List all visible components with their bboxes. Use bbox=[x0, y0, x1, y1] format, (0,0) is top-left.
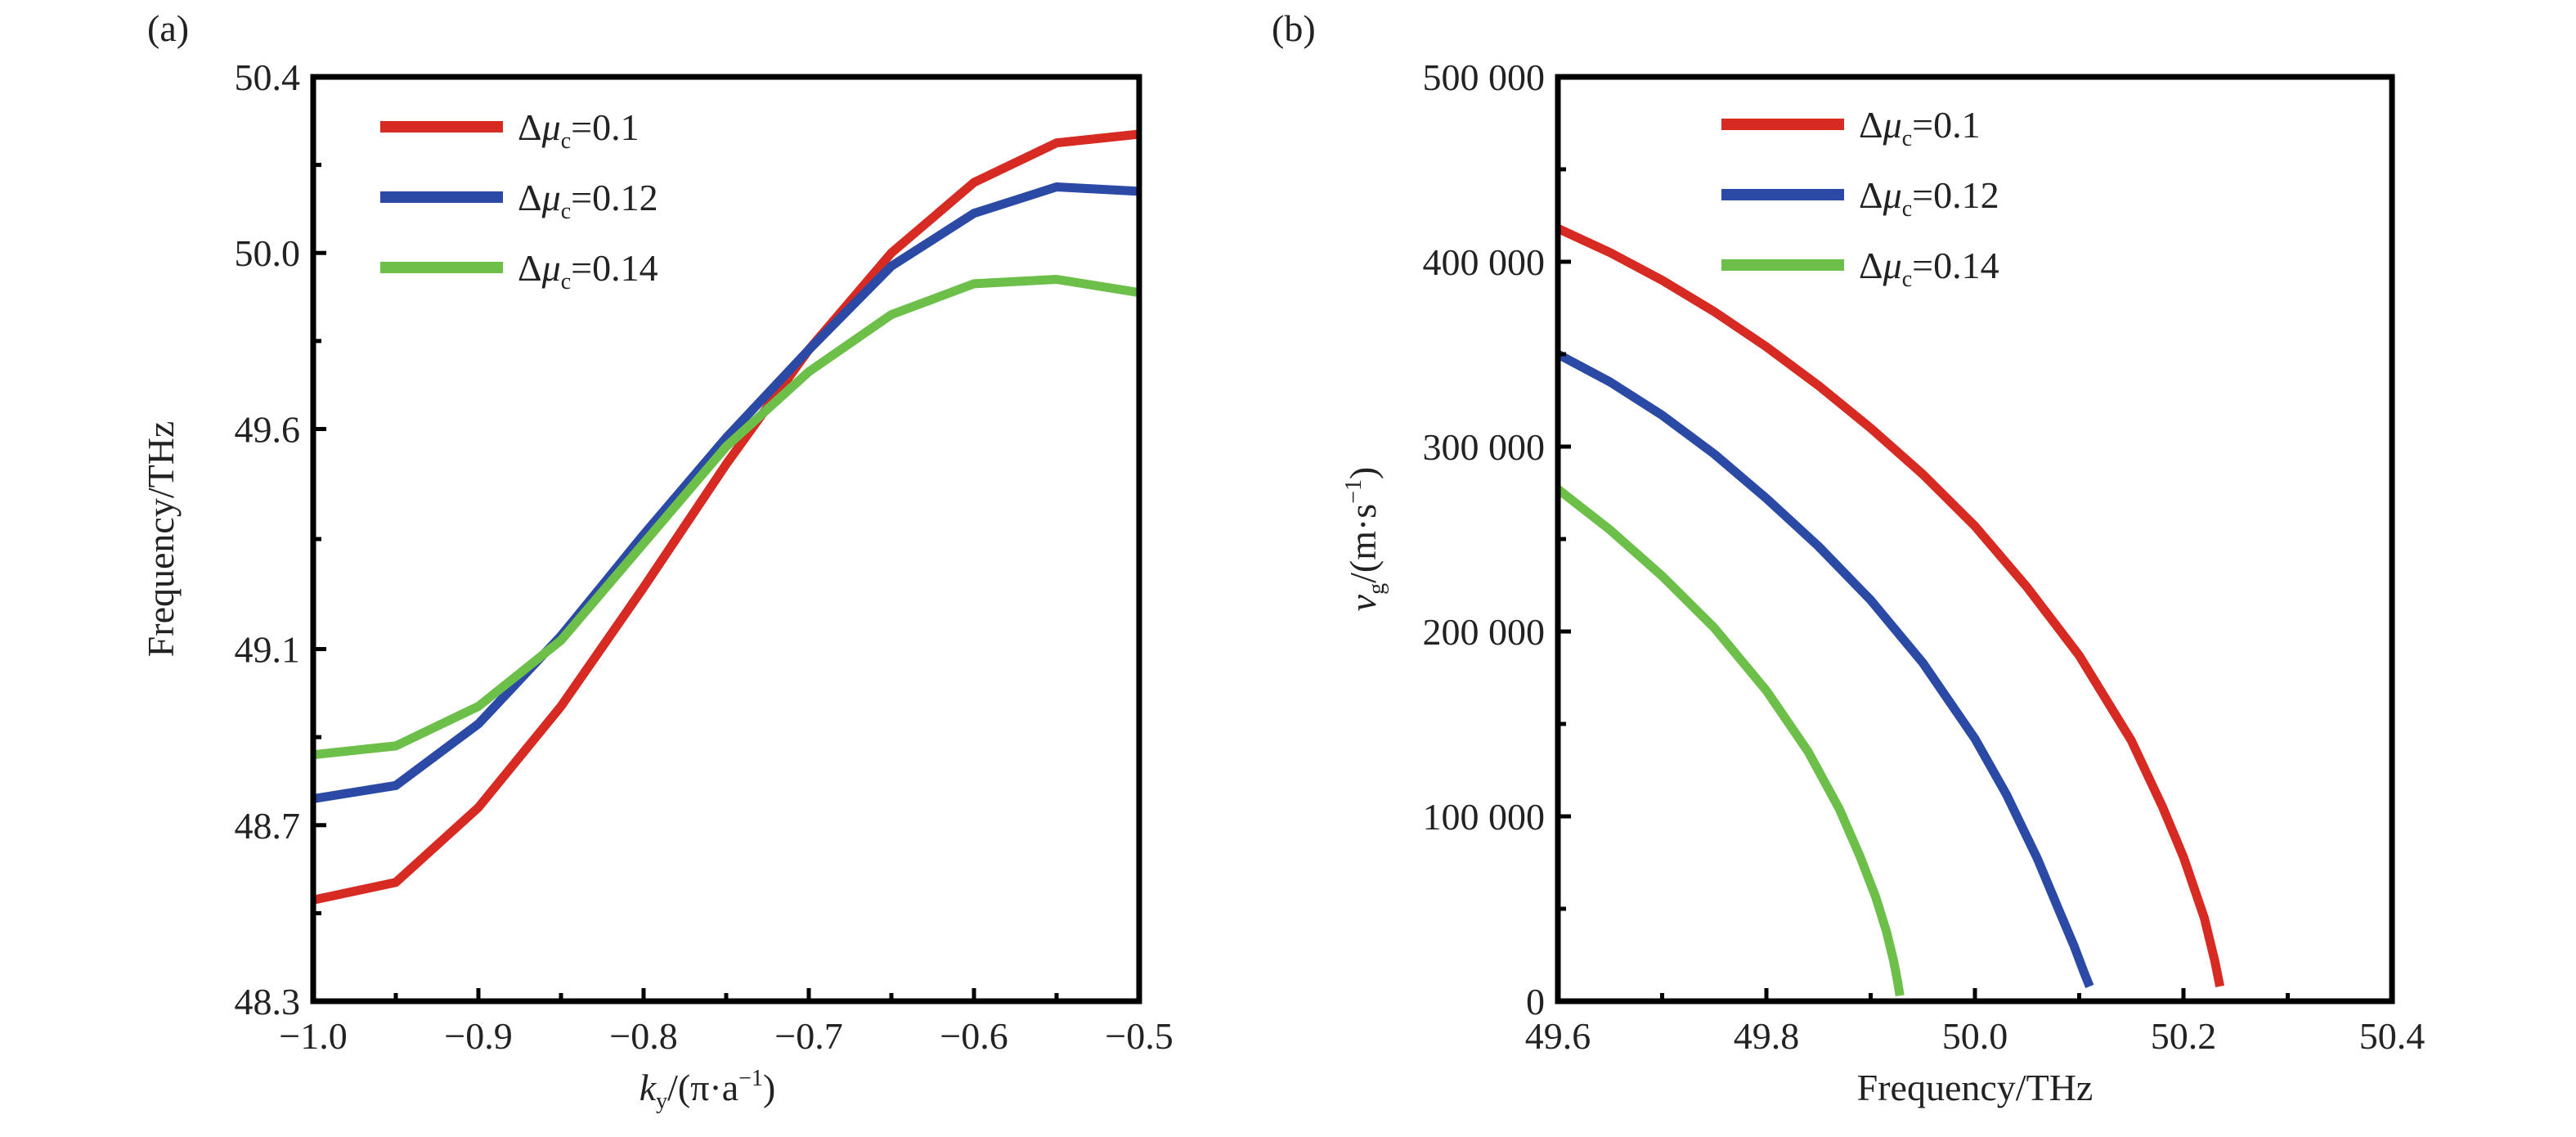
y-tick-label: 100 000 bbox=[1423, 796, 1546, 838]
panel-a-y-axis-title: Frequency/THz bbox=[140, 421, 182, 658]
y-tick-label: 0 bbox=[1526, 981, 1545, 1022]
panel-b-ticks: 49.6 49.8 50.0 50.2 50.4 0 100 000 200 000 300 0… bbox=[1423, 56, 2426, 1057]
panel-a-frame bbox=[310, 74, 1142, 1004]
series-line-1 bbox=[312, 129, 1140, 905]
x-tick-label: 50.2 bbox=[2151, 1015, 2217, 1057]
x-tick-label: −1.0 bbox=[279, 1015, 347, 1057]
y-tick-label: 49.6 bbox=[235, 408, 301, 450]
panel-b-chart: (b) 49.6 49.8 50.0 50.2 50.4 0 100 000 200 000 3… bbox=[1272, 7, 2425, 1108]
series-line-1 bbox=[1555, 224, 2224, 987]
series-line-2 bbox=[312, 182, 1140, 803]
panel-a-chart: (a) −1.0 −0.9 −0.8 −0.7 −0.6 −0.5 48.3 48.7 49.1… bbox=[140, 7, 1174, 1114]
panel-a-legend: Δμc=0.1 Δμc=0.12 Δμc=0.14 bbox=[380, 106, 658, 294]
y-tick-label: 300 000 bbox=[1423, 426, 1546, 468]
x-tick-label: −0.7 bbox=[774, 1015, 842, 1057]
panel-b-series-group bbox=[1555, 224, 2224, 997]
panel-a-x-axis-title: ky/(π·a−1) bbox=[640, 1066, 776, 1114]
x-tick-label: −0.9 bbox=[444, 1015, 512, 1057]
x-tick-label: −0.5 bbox=[1105, 1015, 1173, 1057]
y-tick-label: 500 000 bbox=[1423, 56, 1546, 98]
panel-b-label: (b) bbox=[1272, 7, 1316, 49]
x-tick-label: −0.8 bbox=[609, 1015, 677, 1057]
legend-label-1: Δμc=0.1 bbox=[518, 106, 640, 154]
x-tick-label: −0.6 bbox=[940, 1015, 1008, 1057]
y-tick-label: 200 000 bbox=[1423, 611, 1546, 653]
legend-label-3: Δμc=0.14 bbox=[518, 247, 658, 294]
series-line-3 bbox=[312, 275, 1140, 760]
x-tick-label: 49.6 bbox=[1525, 1015, 1591, 1057]
x-tick-label: 50.4 bbox=[2359, 1015, 2426, 1057]
y-tick-label: 50.4 bbox=[235, 56, 301, 98]
panel-b-y-axis-title: vg/(m·s−1) bbox=[1341, 467, 1389, 612]
y-tick-label: 49.1 bbox=[235, 629, 301, 671]
panel-b-x-axis-title: Frequency/THz bbox=[1857, 1067, 2094, 1108]
y-tick-label: 50.0 bbox=[235, 232, 301, 274]
y-tick-label: 48.3 bbox=[235, 981, 301, 1022]
legend-label-1: Δμc=0.1 bbox=[1859, 104, 1981, 151]
series-line-2 bbox=[1555, 350, 2094, 988]
y-tick-label: 400 000 bbox=[1423, 241, 1546, 283]
panel-a-series-group bbox=[312, 129, 1140, 905]
y-tick-label: 48.7 bbox=[235, 805, 301, 847]
x-tick-label: 49.8 bbox=[1734, 1015, 1800, 1057]
legend-label-2: Δμc=0.12 bbox=[1859, 174, 1999, 222]
x-tick-label: 50.0 bbox=[1942, 1015, 2008, 1057]
panel-a-label: (a) bbox=[147, 7, 189, 49]
legend-label-2: Δμc=0.12 bbox=[518, 177, 658, 224]
series-line-3 bbox=[1555, 485, 1905, 997]
panel-b-legend: Δμc=0.1 Δμc=0.12 Δμc=0.14 bbox=[1721, 104, 1999, 292]
panel-a-ticks: −1.0 −0.9 −0.8 −0.7 −0.6 −0.5 48.3 48.7 49.1 49.6… bbox=[235, 56, 1174, 1057]
legend-label-3: Δμc=0.14 bbox=[1859, 245, 1999, 292]
